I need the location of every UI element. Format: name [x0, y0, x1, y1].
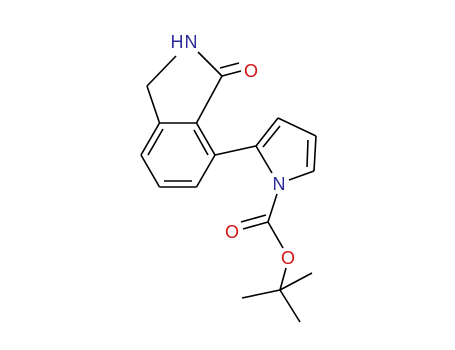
bond	[240, 214, 267, 223]
bond	[219, 62, 240, 69]
bond	[279, 289, 301, 323]
atom-label: N	[185, 32, 198, 52]
bond	[214, 145, 257, 156]
bond	[146, 85, 161, 124]
atom-label: O	[244, 61, 258, 81]
bond	[262, 125, 281, 148]
bond	[146, 55, 177, 87]
bond	[277, 117, 317, 137]
atom-labels: H N O N O O	[171, 32, 296, 268]
bond	[279, 267, 287, 291]
bond	[197, 51, 223, 77]
bond	[306, 139, 309, 168]
bond	[195, 122, 216, 156]
atom-label: O	[281, 248, 295, 268]
bond	[140, 122, 161, 156]
atom-label: N	[273, 174, 286, 194]
bond	[242, 221, 269, 230]
bond	[267, 193, 278, 223]
bond	[241, 289, 281, 299]
bond	[255, 117, 279, 147]
bond	[279, 272, 313, 291]
bond	[267, 221, 284, 249]
bond	[255, 145, 273, 174]
bond	[195, 154, 216, 188]
bond	[147, 128, 164, 156]
bond	[140, 154, 161, 188]
bond	[193, 129, 209, 156]
atom-label: O	[225, 222, 239, 242]
bond	[195, 75, 223, 124]
bond	[288, 170, 315, 181]
bond	[313, 135, 317, 172]
atom-label: H	[171, 32, 184, 52]
bond	[221, 70, 242, 77]
bonds	[140, 51, 317, 323]
